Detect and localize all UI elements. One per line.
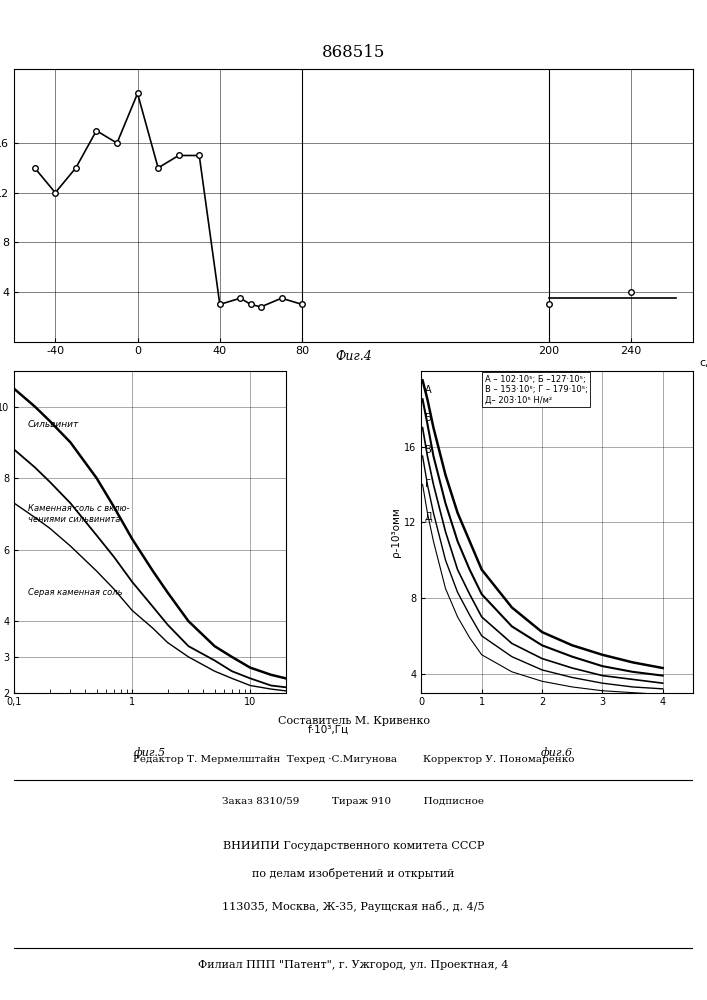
- Text: В: В: [425, 445, 432, 455]
- Text: фиг.6: фиг.6: [541, 747, 573, 758]
- Text: Серая каменная соль: Серая каменная соль: [28, 588, 122, 597]
- Text: 113035, Москва, Ж-35, Раущская наб., д. 4/5: 113035, Москва, Ж-35, Раущская наб., д. …: [222, 901, 485, 912]
- Text: c,М: c,М: [700, 358, 707, 368]
- Text: А: А: [425, 385, 431, 395]
- Text: фиг.5: фиг.5: [134, 747, 166, 758]
- Text: по делам изобретений и открытий: по делам изобретений и открытий: [252, 868, 455, 879]
- Y-axis label: ρ-10³омм: ρ-10³омм: [392, 507, 402, 557]
- Text: ВНИИПИ Государственного комитета СССР: ВНИИПИ Государственного комитета СССР: [223, 841, 484, 851]
- Text: Каменная соль с вклю-
чениями сильвинита: Каменная соль с вклю- чениями сильвинита: [28, 504, 129, 524]
- Text: Составитель М. Кривенко: Составитель М. Кривенко: [278, 716, 429, 726]
- Text: 868515: 868515: [322, 44, 385, 61]
- Text: Д: Д: [425, 512, 433, 522]
- Text: Фиг.4: Фиг.4: [335, 350, 372, 363]
- Text: Б: Б: [425, 413, 432, 423]
- Text: Заказ 8310/59          Тираж 910          Подписное: Заказ 8310/59 Тираж 910 Подписное: [223, 797, 484, 806]
- Text: Филиал ППП "Патент", г. Ужгород, ул. Проектная, 4: Филиал ППП "Патент", г. Ужгород, ул. Про…: [198, 960, 509, 970]
- Text: Сильвинит: Сильвинит: [28, 420, 79, 429]
- Text: А – 102·10⁵; Б –127·10⁵;
В – 153·10⁵; Г – 179·10⁵;
Д– 203·10⁵ Н/м²: А – 102·10⁵; Б –127·10⁵; В – 153·10⁵; Г …: [485, 375, 588, 404]
- Text: f·10³,Гц: f·10³,Гц: [308, 725, 349, 735]
- Text: Г: Г: [425, 479, 431, 489]
- Text: Редактор Т. Мермелштайн  Техред ·С.Мигунова        Корректор У. Пономаренко: Редактор Т. Мермелштайн Техред ·С.Мигуно…: [133, 755, 574, 764]
